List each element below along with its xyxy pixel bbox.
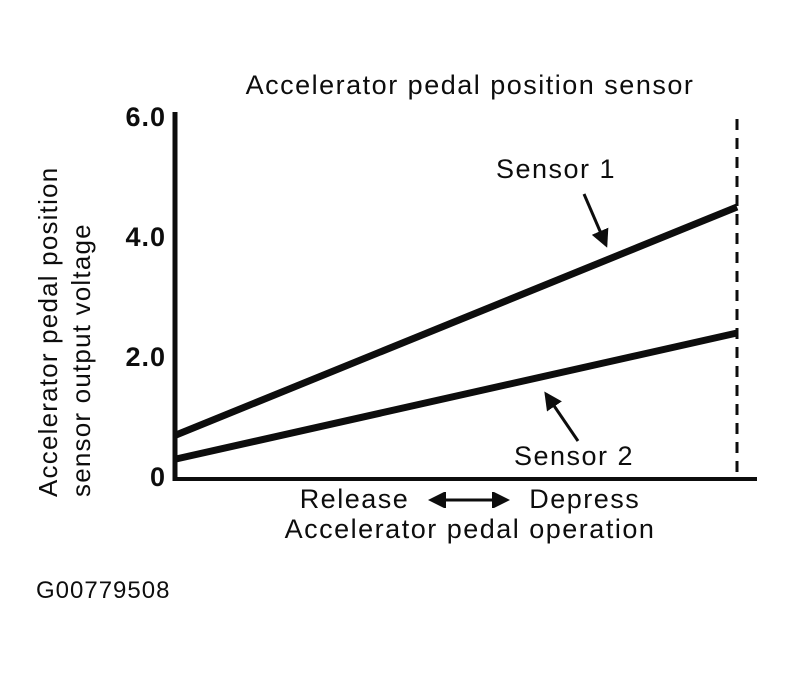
x-axis-label: Accelerator pedal operation [284, 514, 656, 544]
sensor1-pointer-arrow [582, 193, 609, 248]
y-tick-label: 4.0 [125, 222, 166, 252]
sensor1-line [174, 203, 739, 439]
chart-title: Accelerator pedal position sensor [245, 70, 695, 100]
depress-label: Depress [529, 484, 641, 514]
figure-id: G00779508 [36, 577, 171, 604]
y-axis-ticks: 6.0 4.0 2.0 0 [96, 0, 166, 679]
release-depress-arrow-icon [428, 491, 511, 508]
release-label: Release [299, 484, 410, 514]
sensor2-pointer-arrow [544, 391, 580, 442]
sensor2-label: Sensor 2 [514, 441, 635, 471]
y-tick-label: 2.0 [125, 342, 166, 372]
sensor1-label: Sensor 1 [496, 154, 617, 184]
y-tick-label: 0 [149, 462, 166, 492]
x-direction-row: Release Depress [180, 484, 760, 515]
y-tick-label: 6.0 [125, 102, 166, 132]
sensor2-line [175, 329, 738, 463]
